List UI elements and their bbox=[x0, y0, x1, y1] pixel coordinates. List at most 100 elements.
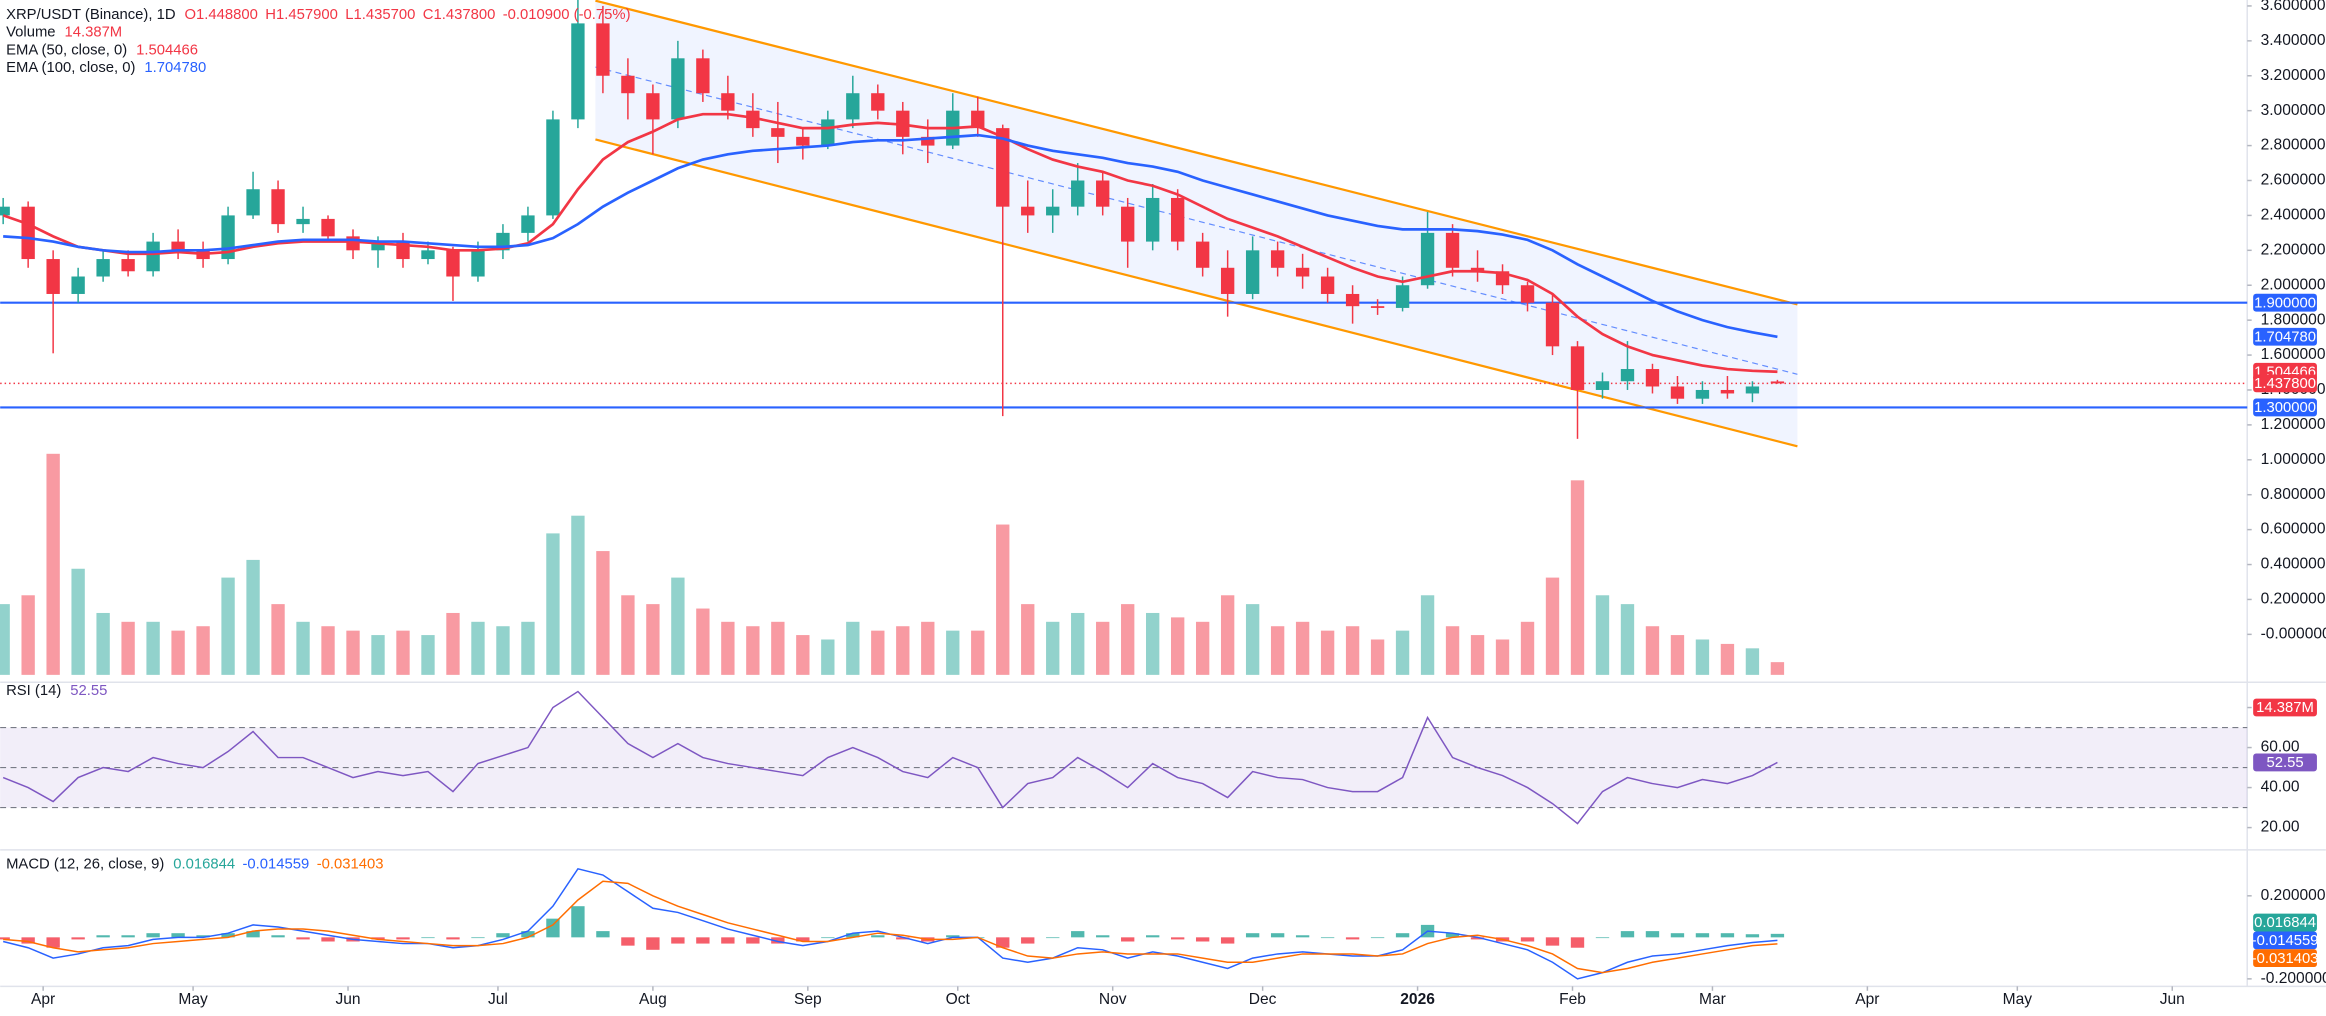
volume-bar bbox=[1146, 612, 1160, 675]
candle-body bbox=[571, 23, 585, 120]
change: -0.010900 (-0.75%) bbox=[503, 7, 631, 23]
volume-bar bbox=[1071, 612, 1085, 675]
volume-bar bbox=[796, 635, 810, 675]
price-tag-label: 1.437800 bbox=[2254, 376, 2316, 392]
candle-body bbox=[71, 276, 85, 294]
macd-hist bbox=[1720, 933, 1735, 938]
candle-body bbox=[21, 206, 35, 260]
volume-bar bbox=[471, 621, 485, 675]
macd-hist bbox=[271, 935, 285, 938]
value: 1.704780 bbox=[144, 60, 206, 76]
volume-bar bbox=[1645, 626, 1660, 675]
rsi-tick-label: 20.00 bbox=[2261, 819, 2300, 836]
candle-body bbox=[846, 93, 860, 120]
price-tag bbox=[2253, 374, 2317, 393]
volume-bar bbox=[1545, 577, 1560, 675]
value: 0.016844 bbox=[173, 857, 235, 873]
candle-body bbox=[46, 259, 60, 294]
rsi-tick-label: 60.00 bbox=[2261, 739, 2300, 756]
candle-body bbox=[1545, 302, 1560, 347]
candle-body bbox=[121, 259, 135, 272]
ohlc: L1.435700 bbox=[345, 7, 415, 23]
candle-body bbox=[1170, 197, 1185, 242]
candle-body bbox=[246, 189, 260, 216]
volume-bar bbox=[46, 453, 60, 675]
volume-bar bbox=[1470, 635, 1485, 675]
volume-bar bbox=[371, 635, 385, 675]
x-tick-label: Dec bbox=[1249, 991, 1277, 1008]
price-tag bbox=[2253, 698, 2317, 717]
price-tag bbox=[2253, 327, 2317, 346]
volume-bar bbox=[1520, 621, 1535, 675]
volume-bar bbox=[146, 621, 160, 675]
price-tag-label: -0.014559 bbox=[2252, 933, 2319, 949]
macd-hist bbox=[1146, 935, 1160, 938]
candle-body bbox=[696, 58, 710, 94]
rsi-tick-label: 40.00 bbox=[2261, 779, 2300, 796]
macd-hist bbox=[1470, 937, 1485, 940]
macd-hist bbox=[1245, 933, 1260, 938]
name: MACD (12, 26, close, 9) bbox=[6, 857, 164, 873]
volume-bar bbox=[221, 577, 235, 675]
volume-bar bbox=[971, 630, 985, 675]
price-tag bbox=[2253, 293, 2317, 312]
volume-bar bbox=[421, 635, 435, 675]
macd-hist bbox=[796, 937, 810, 942]
macd-hist bbox=[1345, 937, 1360, 940]
macd-hist bbox=[1320, 937, 1335, 939]
volume-bar bbox=[496, 626, 510, 675]
candle-body bbox=[1096, 180, 1110, 207]
volume-bar bbox=[1195, 621, 1210, 675]
candle-body bbox=[1345, 293, 1360, 307]
volume-bar bbox=[846, 621, 860, 675]
macd-hist bbox=[1121, 937, 1135, 942]
macd-hist bbox=[521, 931, 535, 938]
volume-bar bbox=[1570, 480, 1585, 675]
y-tick-label: 2.200000 bbox=[2261, 241, 2326, 258]
price-tag-label: 1.900000 bbox=[2254, 295, 2316, 311]
macd-hist bbox=[996, 937, 1010, 948]
candle-body bbox=[1620, 369, 1635, 382]
volume-bar bbox=[121, 621, 135, 675]
x-tick-label: Sep bbox=[794, 991, 822, 1008]
volume-bar bbox=[1695, 639, 1710, 675]
volume-bar bbox=[1745, 648, 1760, 675]
candle-body bbox=[446, 250, 460, 277]
candle-body bbox=[746, 110, 760, 129]
volume-bar bbox=[396, 630, 410, 675]
x-tick-label: Oct bbox=[946, 991, 971, 1008]
volume-bar bbox=[696, 608, 710, 675]
macd-hist bbox=[421, 937, 435, 939]
ohlc: H1.457900 bbox=[265, 7, 338, 23]
volume-bar bbox=[996, 524, 1010, 675]
macd-hist bbox=[771, 937, 785, 944]
name: EMA (50, close, 0) bbox=[6, 42, 127, 58]
candle-body bbox=[796, 136, 810, 146]
volume-bar bbox=[1270, 626, 1285, 675]
candle-body bbox=[1395, 285, 1410, 308]
macd-hist bbox=[746, 937, 760, 944]
volume-bar bbox=[446, 612, 460, 675]
y-tick-label: -0.000000 bbox=[2261, 625, 2326, 642]
volume-bar bbox=[1295, 621, 1310, 675]
ema-line bbox=[2, 112, 1778, 374]
x-tick-label: Apr bbox=[31, 991, 55, 1008]
macd-hist bbox=[1295, 935, 1310, 938]
ohlc: C1.437800 bbox=[423, 7, 496, 23]
volume-bar bbox=[746, 626, 760, 675]
volume-bar bbox=[246, 559, 260, 675]
candle-body bbox=[1071, 180, 1085, 207]
macd-hist bbox=[896, 937, 910, 940]
candle-body bbox=[871, 93, 885, 111]
candle-body bbox=[471, 250, 485, 277]
volume-bar bbox=[21, 595, 35, 675]
x-tick-label: Jun bbox=[335, 991, 360, 1008]
candle-body bbox=[671, 58, 685, 120]
y-tick-label: 3.000000 bbox=[2261, 102, 2326, 119]
macd-hist bbox=[0, 937, 10, 940]
volume-bar bbox=[1595, 595, 1610, 675]
macd-hist bbox=[371, 937, 385, 940]
macd-hist bbox=[471, 937, 485, 939]
